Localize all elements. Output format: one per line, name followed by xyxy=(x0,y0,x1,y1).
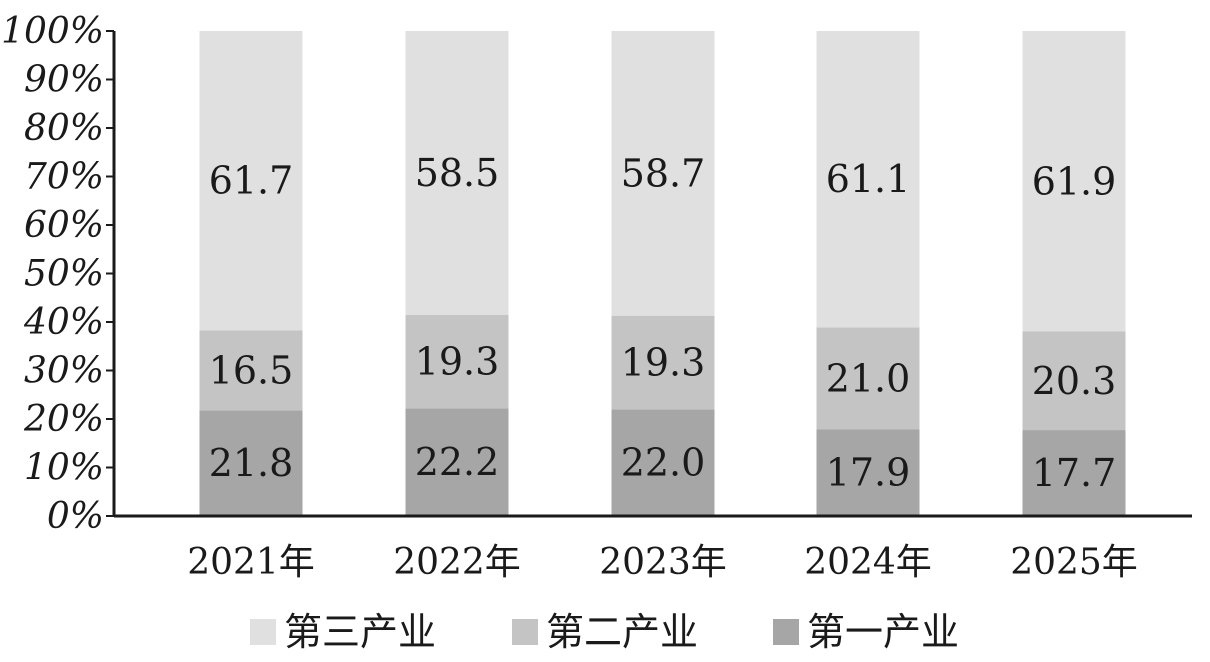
bar-segment-1-3 xyxy=(611,409,715,516)
legend-swatch-2 xyxy=(512,619,538,645)
x-tick-label: 2025年 xyxy=(1010,542,1138,583)
bar-segment-2-5 xyxy=(1022,331,1126,431)
bar-segment-3-4 xyxy=(816,31,920,328)
data-label-3-1: 61.7 xyxy=(209,159,294,203)
data-label-3-3: 58.7 xyxy=(621,151,706,195)
y-tick-label: 100% xyxy=(1,11,104,52)
bar-segment-3-1 xyxy=(199,31,303,331)
data-label-1-5: 17.7 xyxy=(1032,451,1117,495)
data-label-1-2: 22.2 xyxy=(415,440,500,484)
bar-segment-1-4 xyxy=(816,429,920,516)
legend-label-2: 第二产业 xyxy=(546,610,698,654)
y-tick-label: 70% xyxy=(24,157,104,198)
y-tick-label: 90% xyxy=(24,60,104,101)
bar-segment-1-1 xyxy=(199,410,303,516)
data-label-3-4: 61.1 xyxy=(826,157,911,201)
y-tick-label: 60% xyxy=(24,205,104,246)
data-label-1-1: 21.8 xyxy=(209,441,294,485)
bar-segment-2-3 xyxy=(611,315,715,410)
x-tick-label: 2022年 xyxy=(393,542,521,583)
data-label-3-5: 61.9 xyxy=(1032,159,1117,203)
y-tick-label: 10% xyxy=(24,448,104,489)
data-labels-group: 21.8 16.5 61.7 22.2 19.3 58.5 22.0 19.3 58.7 17.9… xyxy=(209,151,1117,495)
legend-swatch-3 xyxy=(773,619,799,645)
y-tick-label: 50% xyxy=(24,254,104,295)
bars-group xyxy=(199,31,1126,516)
data-label-2-2: 19.3 xyxy=(415,340,500,384)
legend: 第三产业 第二产业 第一产业 xyxy=(250,610,959,654)
y-tick-label: 20% xyxy=(23,399,104,440)
bar-segment-1-5 xyxy=(1022,430,1126,516)
bar-segment-2-1 xyxy=(199,330,303,411)
bar-segment-3-3 xyxy=(611,31,715,316)
y-tick-label: 0% xyxy=(47,496,104,537)
y-axis: 0% 10% 20% 30% 40% 50% 60% 70% 80% 90% 100% xyxy=(1,11,116,537)
data-label-1-3: 22.0 xyxy=(621,441,706,485)
legend-label-1: 第三产业 xyxy=(284,610,436,654)
data-label-1-4: 17.9 xyxy=(826,451,911,495)
x-tick-label: 2023年 xyxy=(599,542,727,583)
y-tick-label: 80% xyxy=(24,108,104,149)
bar-segment-2-2 xyxy=(405,314,509,409)
x-tick-label: 2021年 xyxy=(187,542,315,583)
data-label-2-1: 16.5 xyxy=(209,348,294,392)
data-label-2-3: 19.3 xyxy=(621,340,706,384)
y-tick-label: 30% xyxy=(24,351,104,392)
data-label-3-2: 58.5 xyxy=(415,151,500,195)
legend-label-3: 第一产业 xyxy=(807,610,959,654)
bar-segment-3-2 xyxy=(405,31,509,315)
bar-segment-2-4 xyxy=(816,327,920,430)
x-tick-label: 2024年 xyxy=(804,542,932,583)
data-label-2-5: 20.3 xyxy=(1032,359,1117,403)
x-axis: 2021年 2022年 2023年 2024年 2025年 xyxy=(114,514,1192,583)
legend-swatch-1 xyxy=(250,619,276,645)
bar-segment-1-2 xyxy=(405,408,509,516)
data-label-2-4: 21.0 xyxy=(826,356,911,400)
bar-segment-3-5 xyxy=(1022,31,1126,332)
y-tick-label: 40% xyxy=(23,302,104,343)
